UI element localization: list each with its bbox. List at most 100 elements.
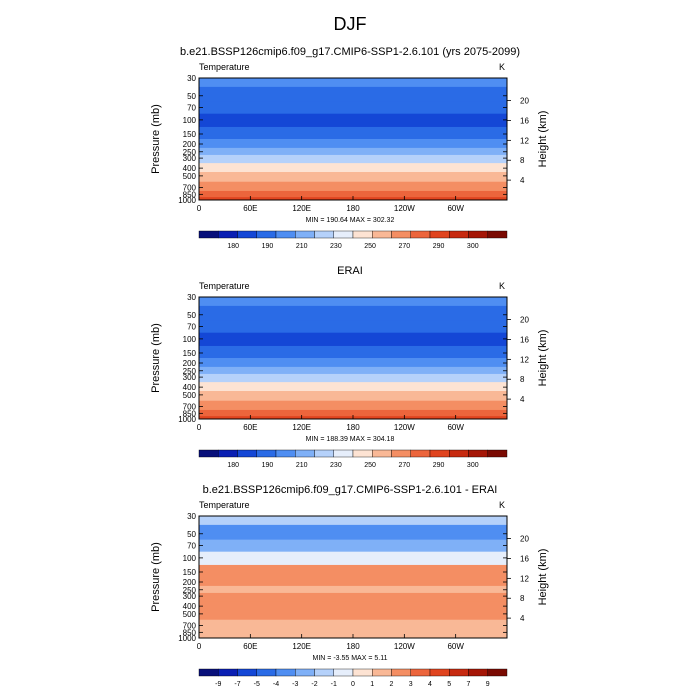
pressure-tick-label: 300 [183, 154, 197, 163]
colorbar-label: 230 [330, 243, 342, 250]
colorbar-swatch [333, 449, 354, 458]
height-tick-label: 8 [520, 375, 525, 384]
colorbar-swatch [449, 230, 469, 239]
height-tick-label: 16 [520, 554, 529, 563]
band-30mb [199, 516, 507, 526]
band-400mb [199, 163, 507, 173]
band-850mb [199, 628, 507, 636]
colorbar-swatch [333, 230, 354, 239]
colorbar-swatch [449, 449, 469, 458]
height-tick-label: 12 [520, 136, 529, 145]
colorbar-label: 180 [227, 243, 239, 250]
pressure-tick-label: 70 [187, 541, 196, 550]
y-axis-title: Pressure (mb) [150, 104, 162, 174]
x-tick-label: 0 [197, 423, 202, 432]
colorbar-swatch [391, 668, 411, 677]
band-100mb [199, 332, 507, 347]
colorbar-swatch [256, 230, 277, 239]
colorbar-swatch [314, 668, 334, 677]
min-max-label: MIN = -3.55 MAX = 5.11 [313, 655, 388, 662]
pressure-tick-label: 250 [183, 367, 197, 376]
x-tick-label: 60E [243, 642, 257, 651]
x-tick-label: 120W [394, 204, 415, 213]
pressure-tick-label: 250 [183, 586, 197, 595]
height-tick-label: 4 [520, 176, 525, 185]
colorbar-swatch [391, 449, 411, 458]
colorbar-label: -7 [234, 681, 240, 688]
band-200mb [199, 577, 507, 587]
x-tick-label: 180 [346, 423, 360, 432]
y-axis-title: Pressure (mb) [150, 323, 162, 393]
pressure-tick-label: 30 [187, 293, 196, 302]
colorbar-swatch [372, 449, 392, 458]
height-tick-label: 20 [520, 535, 529, 544]
band-150mb [199, 564, 507, 578]
min-max-label: MIN = 190.64 MAX = 302.32 [306, 217, 395, 224]
pressure-tick-label: 850 [183, 409, 197, 418]
colorbar-label: 300 [467, 462, 479, 469]
colorbar-swatch [352, 449, 373, 458]
height-tick-label: 12 [520, 574, 529, 583]
colorbar-label: 1 [370, 681, 374, 688]
colorbar-label: 270 [398, 243, 410, 250]
pressure-tick-label: 200 [183, 359, 197, 368]
band-150mb [199, 345, 507, 359]
band-400mb [199, 601, 507, 611]
colorbar-swatch [314, 230, 334, 239]
colorbar-label: 9 [486, 681, 490, 688]
pressure-tick-label: 200 [183, 578, 197, 587]
pressure-tick-label: 30 [187, 74, 196, 83]
colorbar-swatch [237, 449, 257, 458]
pressure-tick-label: 150 [183, 568, 197, 577]
colorbar-label: 190 [262, 462, 274, 469]
band-500mb [199, 610, 507, 621]
colorbar-label: -4 [273, 681, 279, 688]
pressure-tick-label: 1000 [178, 415, 196, 424]
pressure-tick-label: 400 [183, 602, 197, 611]
pressure-tick-label: 400 [183, 383, 197, 392]
colorbar-label: -2 [311, 681, 317, 688]
band-150mb [199, 126, 507, 140]
x-tick-label: 180 [346, 642, 360, 651]
pressure-tick-label: 500 [183, 172, 197, 181]
pressure-tick-label: 100 [183, 335, 197, 344]
height-tick-label: 16 [520, 116, 529, 125]
colorbar-label: 180 [227, 462, 239, 469]
colorbar-swatch [237, 230, 257, 239]
pressure-tick-label: 70 [187, 103, 196, 112]
pressure-tick-label: 500 [183, 391, 197, 400]
colorbar-swatch [198, 668, 219, 677]
pressure-tick-label: 700 [183, 184, 197, 193]
pressure-tick-label: 100 [183, 116, 197, 125]
y-axis-title-right: Height (km) [537, 549, 549, 606]
colorbar-swatch [275, 668, 296, 677]
colorbar-swatch [487, 668, 508, 677]
colorbar-swatch [410, 668, 431, 677]
panels: b.e21.BSSP126cmip6.f09_g17.CMIP6-SSP1-2.… [150, 46, 549, 688]
colorbar-swatch [237, 668, 257, 677]
band-500mb [199, 391, 507, 402]
band-70mb [199, 101, 507, 115]
colorbar-label: 290 [433, 243, 445, 250]
panel-3: b.e21.BSSP126cmip6.f09_g17.CMIP6-SSP1-2.… [150, 484, 549, 688]
x-tick-label: 60W [447, 423, 464, 432]
height-tick-label: 12 [520, 355, 529, 364]
colorbar-swatch [410, 230, 431, 239]
variable-label: Temperature [199, 281, 250, 291]
x-tick-label: 180 [346, 204, 360, 213]
pressure-tick-label: 50 [187, 530, 196, 539]
pressure-tick-label: 100 [183, 554, 197, 563]
x-tick-label: 0 [197, 642, 202, 651]
colorbar-label: 190 [262, 243, 274, 250]
height-tick-label: 16 [520, 335, 529, 344]
colorbar-swatch [487, 230, 508, 239]
colorbar-label: 250 [364, 243, 376, 250]
colorbar-swatch [410, 449, 431, 458]
colorbar-swatch [449, 668, 469, 677]
x-tick-label: 0 [197, 204, 202, 213]
band-500mb [199, 172, 507, 183]
pressure-tick-label: 200 [183, 140, 197, 149]
y-axis-title-right: Height (km) [537, 111, 549, 168]
